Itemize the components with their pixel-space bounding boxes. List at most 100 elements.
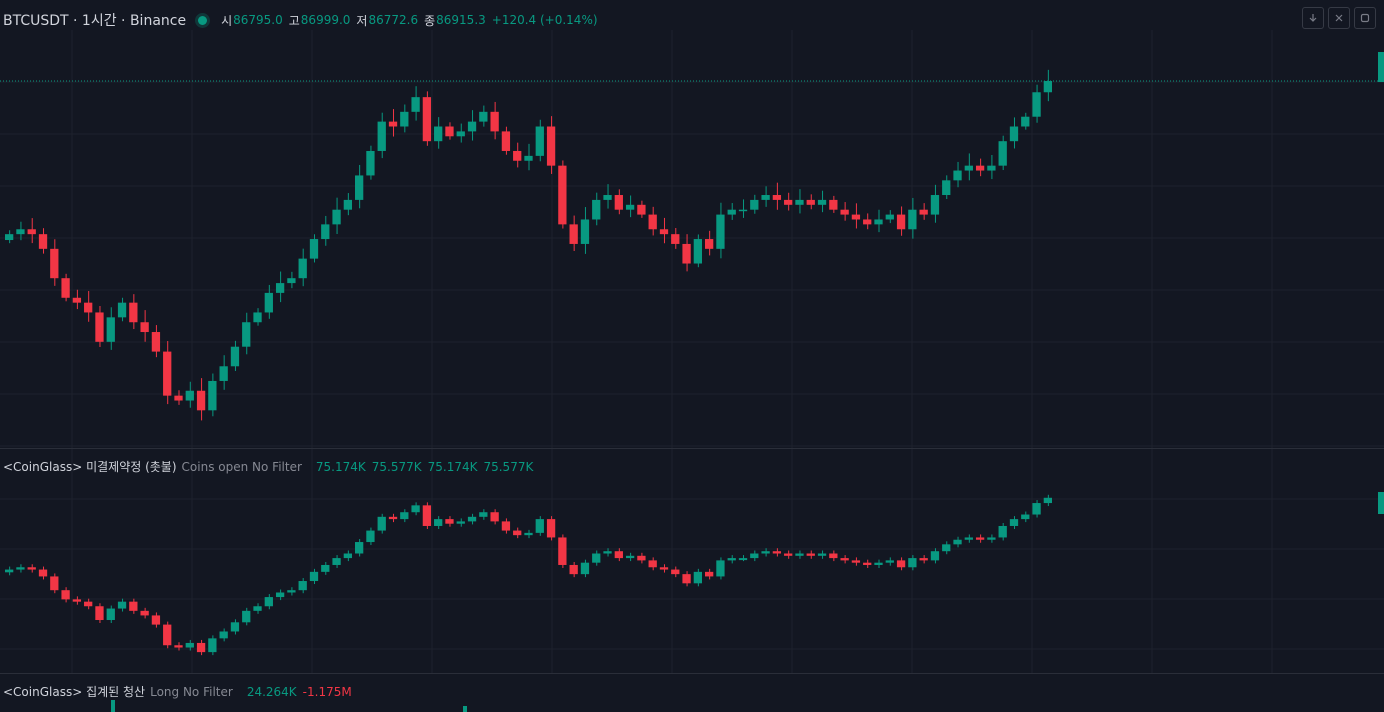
liquidation-pane[interactable] [0, 674, 1384, 712]
oi-close-value: 75.577K [483, 459, 534, 474]
open-label: 시 [221, 13, 233, 28]
oi-candle-body [546, 519, 556, 538]
pane-separator-2[interactable] [0, 673, 1384, 674]
candle-body [151, 332, 161, 352]
candle-body [275, 283, 285, 293]
oi-candle-body [772, 551, 782, 554]
candle-body [298, 258, 307, 279]
symbol-title[interactable]: BTCUSDT · 1시간 · Binance [3, 13, 187, 29]
oi-candle-body [840, 558, 849, 561]
candle-body [569, 224, 578, 244]
oi-indicator-name[interactable]: <CoinGlass> 미결제약정 (촛불) [3, 460, 177, 474]
candle-body [953, 170, 962, 181]
oi-candle-body [400, 512, 409, 520]
oi-candle-body [671, 569, 680, 575]
candle-body [445, 126, 454, 137]
candle-body [524, 155, 533, 161]
oi-candle-body [942, 544, 951, 552]
oi-candle-body [1009, 519, 1019, 526]
candle-body [535, 126, 544, 156]
candle-body [795, 199, 804, 205]
candle-body [625, 204, 635, 210]
candle-body [592, 199, 601, 220]
oi-candle-body [129, 601, 138, 611]
candle-body [874, 219, 883, 225]
oi-candle-body [174, 645, 183, 648]
candle-body [919, 209, 928, 215]
oi-candle-body [705, 571, 714, 577]
candle-body [61, 278, 70, 298]
candle-body [355, 175, 364, 200]
liq-long-value: 24.264K [246, 684, 297, 699]
candle-body [682, 243, 691, 264]
candle-body [908, 209, 917, 230]
candle-body [366, 150, 375, 176]
candle-body [287, 278, 296, 284]
oi-candle-body [637, 555, 646, 561]
candle-body [456, 131, 465, 137]
candle-body [117, 302, 127, 318]
oi-candle-body [467, 516, 477, 522]
candle-body [343, 199, 352, 210]
candle-body [761, 195, 770, 200]
candle-body [863, 219, 872, 225]
candle-body [377, 121, 386, 151]
open-interest-pane[interactable] [0, 449, 1384, 673]
oi-candle-body [682, 574, 691, 584]
liq-bar [111, 700, 115, 712]
oi-candle-body [27, 567, 36, 570]
oi-candle-body [524, 532, 533, 536]
oi-candle-body [535, 519, 544, 533]
oi-candle-body [219, 631, 228, 639]
oi-candle-body [1021, 514, 1030, 520]
candle-body [896, 214, 906, 230]
candle-body [716, 214, 725, 249]
close-label: 종 [424, 13, 436, 28]
oi-candle-body [140, 610, 149, 616]
candle-body [738, 209, 748, 212]
oi-candle-body [275, 592, 285, 598]
close-icon[interactable] [1328, 7, 1350, 29]
candle-body [50, 248, 59, 279]
candle-body [434, 126, 443, 142]
oi-candle-body [987, 537, 996, 540]
pane-separator[interactable] [0, 448, 1384, 449]
oi-candle-body [5, 569, 14, 573]
candle-body [817, 199, 827, 205]
candle-body [987, 165, 996, 171]
candle-body [388, 121, 398, 127]
candle-body [1021, 116, 1030, 127]
close-value: 86915.3 [436, 13, 486, 27]
candle-body [501, 131, 511, 151]
maximize-icon[interactable] [1354, 7, 1376, 29]
candle-body [614, 195, 623, 210]
oi-candle-body [975, 537, 985, 540]
oi-candle-body [196, 642, 206, 653]
oi-candle-body [919, 558, 928, 561]
oi-candle-body [817, 553, 827, 556]
candle-body [72, 297, 82, 303]
oi-candle-body [50, 576, 59, 591]
candle-body [321, 224, 330, 240]
arrow-down-icon[interactable] [1302, 7, 1324, 29]
liq-indicator-name[interactable]: <CoinGlass> 집계된 청산 [3, 685, 146, 699]
candle-body [784, 199, 793, 205]
oi-candle-body [851, 560, 861, 563]
liq-indicator-desc: Long No Filter [150, 684, 233, 699]
price-scale-marker [1378, 52, 1384, 82]
oi-candle-body [558, 537, 567, 565]
oi-candle-body [264, 597, 273, 607]
price-chart-pane[interactable] [0, 30, 1384, 448]
oi-candle-body [151, 615, 161, 625]
candle-body [129, 302, 138, 323]
oi-candle-body [422, 505, 432, 526]
oi-candle-body [727, 558, 736, 561]
oi-candle-body [1032, 503, 1041, 515]
candle-body [467, 121, 477, 132]
candle-body [242, 322, 251, 347]
candle-body [332, 209, 341, 225]
oi-low-value: 75.174K [427, 459, 478, 474]
candle-body [772, 195, 782, 200]
oi-candle-body [38, 569, 48, 577]
